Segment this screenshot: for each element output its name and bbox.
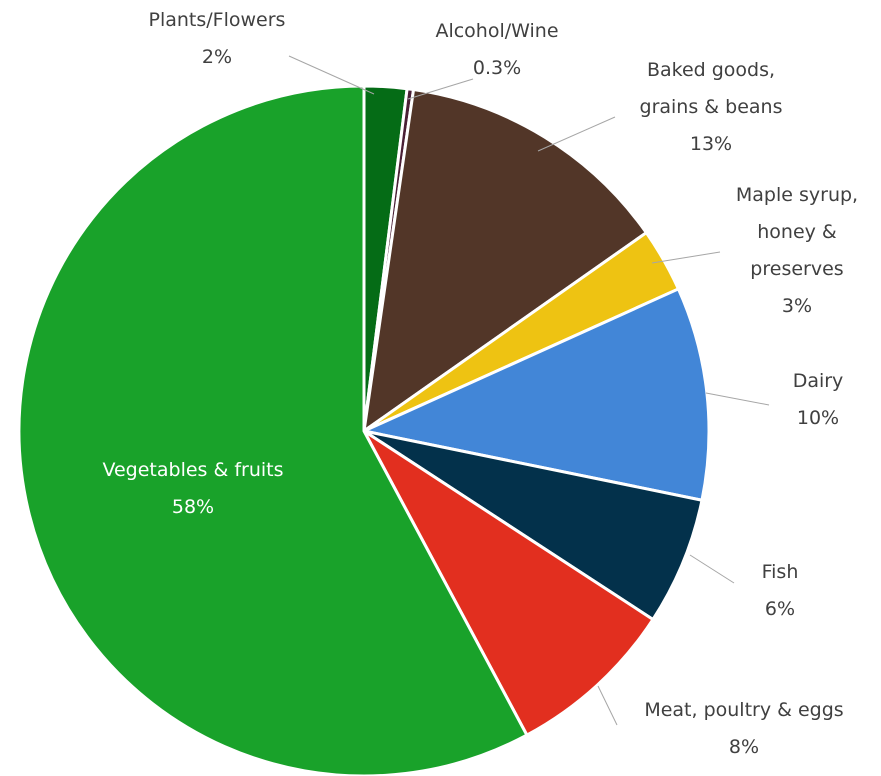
slice-label-fish: Fish 6% bbox=[762, 561, 799, 620]
slice-value-label: 0.3% bbox=[473, 57, 521, 79]
slice-label-line: Meat, poultry & eggs bbox=[644, 699, 843, 721]
slice-value-label: 8% bbox=[729, 736, 759, 758]
slice-label-line: Alcohol/Wine bbox=[435, 20, 558, 42]
slice-value-label: 10% bbox=[797, 407, 839, 429]
slice-label-line: Dairy bbox=[793, 370, 844, 392]
pie-slices bbox=[17, 84, 711, 776]
leader-line-alcohol-wine bbox=[407, 78, 474, 100]
slice-value-label: 58% bbox=[172, 496, 214, 518]
slice-label-line: honey & bbox=[757, 221, 837, 243]
leader-line-baked-goods-grains-and-beans bbox=[537, 116, 616, 152]
leader-line-plants-flowers bbox=[288, 55, 375, 95]
leader-line-fish bbox=[689, 554, 735, 584]
leader-lines bbox=[288, 55, 770, 726]
slice-value-label: 3% bbox=[782, 295, 812, 317]
slice-label-line: grains & beans bbox=[640, 96, 783, 118]
leader-line-dairy bbox=[705, 392, 770, 406]
pie-slice-baked-goods-grains-and-beans bbox=[362, 88, 648, 433]
slice-label-line: Vegetables & fruits bbox=[102, 459, 283, 481]
slice-label-line: preserves bbox=[750, 258, 843, 280]
slice-label-maple-syrup-honey-and-preserves: Maple syrup, honey & preserves 3% bbox=[736, 184, 858, 317]
leader-line-meat-poultry-and-eggs bbox=[597, 685, 618, 726]
slice-label-alcohol-wine: Alcohol/Wine 0.3% bbox=[435, 20, 558, 79]
slice-label-meat-poultry-and-eggs: Meat, poultry & eggs 8% bbox=[644, 699, 843, 758]
slice-value-label: 6% bbox=[765, 598, 795, 620]
slice-value-label: 2% bbox=[202, 46, 232, 68]
pie-slice-meat-poultry-and-eggs bbox=[362, 429, 655, 737]
slice-label-line: Fish bbox=[762, 561, 799, 583]
leader-line-maple-syrup-honey-and-preserves bbox=[651, 251, 721, 264]
slice-label-dairy: Dairy 10% bbox=[793, 370, 844, 429]
slice-value-label: 13% bbox=[690, 133, 732, 155]
pie-slice-fish bbox=[362, 429, 704, 621]
slice-label-line: Plants/Flowers bbox=[149, 9, 286, 31]
slice-label-line: Baked goods, bbox=[647, 59, 775, 81]
slice-label-plants-flowers: Plants/Flowers 2% bbox=[149, 9, 286, 68]
slice-label-line: Maple syrup, bbox=[736, 184, 858, 206]
slice-labels: Plants/Flowers 2% Alcohol/Wine 0.3% Baked go… bbox=[102, 9, 858, 758]
pie-slice-vegetables-and-fruits bbox=[17, 84, 529, 776]
slice-label-baked-goods-grains-and-beans: Baked goods, grains & beans 13% bbox=[640, 59, 783, 155]
slice-label-vegetables-and-fruits: Vegetables & fruits 58% bbox=[102, 459, 283, 518]
